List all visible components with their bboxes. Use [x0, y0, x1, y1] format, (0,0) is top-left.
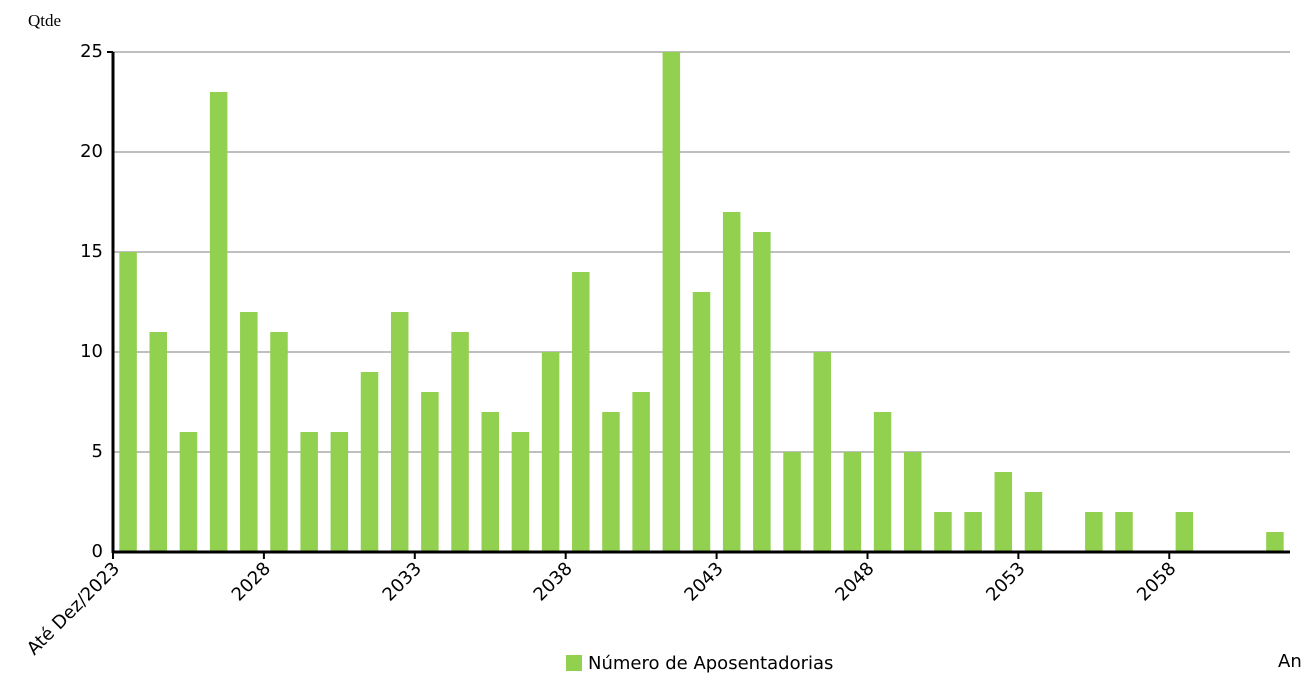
legend-swatch [566, 655, 582, 671]
legend-label: Número de Aposentadorias [588, 653, 833, 674]
bar [209, 92, 228, 552]
y-tick-label: 10 [80, 341, 103, 362]
bar [904, 452, 922, 552]
y-tick-label: 0 [92, 541, 103, 562]
bar [451, 332, 469, 552]
bar [1115, 512, 1133, 552]
bar [511, 432, 530, 552]
bar [994, 472, 1013, 552]
bar [240, 312, 258, 552]
bar [873, 412, 892, 552]
bar [753, 232, 771, 552]
bar [602, 412, 620, 552]
x-tick-label: Até Dez/2023 [23, 558, 124, 659]
y-tick-label: 20 [80, 141, 103, 162]
bar [300, 432, 318, 552]
bar [390, 312, 409, 552]
bar [934, 512, 952, 552]
bar [632, 392, 650, 552]
bar [360, 372, 379, 552]
x-tick-label: 2038 [530, 558, 577, 605]
bar [722, 212, 741, 552]
bar [330, 432, 349, 552]
x-tick-label: 2028 [228, 558, 275, 605]
bar [572, 272, 590, 552]
bar [813, 352, 831, 552]
bar [843, 452, 862, 552]
bar [662, 52, 681, 552]
bar [119, 252, 137, 552]
x-axis-label: Ano [1278, 651, 1302, 672]
x-tick-label: 2043 [680, 558, 727, 605]
x-tick-label: 2053 [982, 558, 1029, 605]
bar [783, 452, 801, 552]
bar [149, 332, 168, 552]
x-tick-label: 2033 [379, 558, 426, 605]
bar [1175, 512, 1194, 552]
bar [481, 412, 499, 552]
bar [1085, 512, 1103, 552]
bar [421, 392, 439, 552]
y-axis-label: Qtde [28, 11, 61, 30]
bar [964, 512, 982, 552]
bar [692, 292, 711, 552]
bar [541, 352, 560, 552]
x-tick-label: 2058 [1133, 558, 1180, 605]
bar [179, 432, 198, 552]
bar [1024, 492, 1043, 552]
y-tick-label: 15 [80, 241, 103, 262]
y-tick-label: 5 [92, 441, 103, 462]
bar [270, 332, 288, 552]
y-tick-label: 25 [80, 41, 103, 62]
bar [1266, 532, 1284, 552]
x-tick-label: 2048 [831, 558, 878, 605]
